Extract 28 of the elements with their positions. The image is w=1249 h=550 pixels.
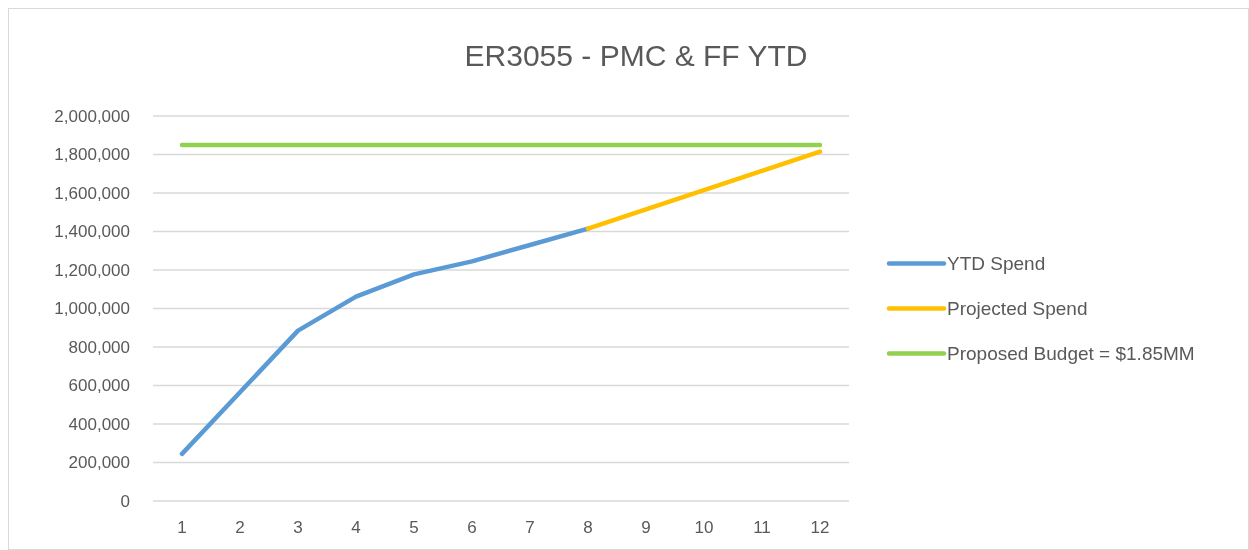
y-tick-label: 2,000,000 xyxy=(54,106,130,126)
legend-label: Proposed Budget = $1.85MM xyxy=(947,343,1195,365)
x-tick-label: 12 xyxy=(810,518,830,537)
x-tick-label: 10 xyxy=(694,518,714,537)
y-tick-label: 0 xyxy=(120,491,130,511)
y-tick-label: 1,800,000 xyxy=(54,145,130,165)
y-tick-label: 600,000 xyxy=(68,376,130,396)
x-tick-label: 5 xyxy=(409,518,419,537)
x-tick-label: 6 xyxy=(467,518,477,537)
line-series xyxy=(585,149,823,231)
y-tick-label: 1,000,000 xyxy=(54,299,130,319)
x-tick-label: 8 xyxy=(583,518,593,537)
x-tick-label: 7 xyxy=(525,518,535,537)
legend-label: Projected Spend xyxy=(947,298,1088,320)
y-tick-label: 1,200,000 xyxy=(54,260,130,280)
y-tick-label: 200,000 xyxy=(68,453,130,473)
y-tick-label: 1,400,000 xyxy=(54,222,130,242)
legend-label: YTD Spend xyxy=(947,253,1046,275)
x-tick-label: 3 xyxy=(293,518,303,537)
y-tick-label: 1,600,000 xyxy=(54,183,130,203)
x-tick-label: 2 xyxy=(235,518,245,537)
x-tick-label: 1 xyxy=(177,518,187,537)
y-tick-label: 400,000 xyxy=(68,414,130,434)
x-tick-label: 11 xyxy=(753,518,771,537)
x-tick-label: 9 xyxy=(641,518,651,537)
chart-title: ER3055 - PMC & FF YTD xyxy=(464,39,808,72)
y-tick-label: 800,000 xyxy=(68,337,130,357)
x-tick-label: 4 xyxy=(351,518,361,537)
